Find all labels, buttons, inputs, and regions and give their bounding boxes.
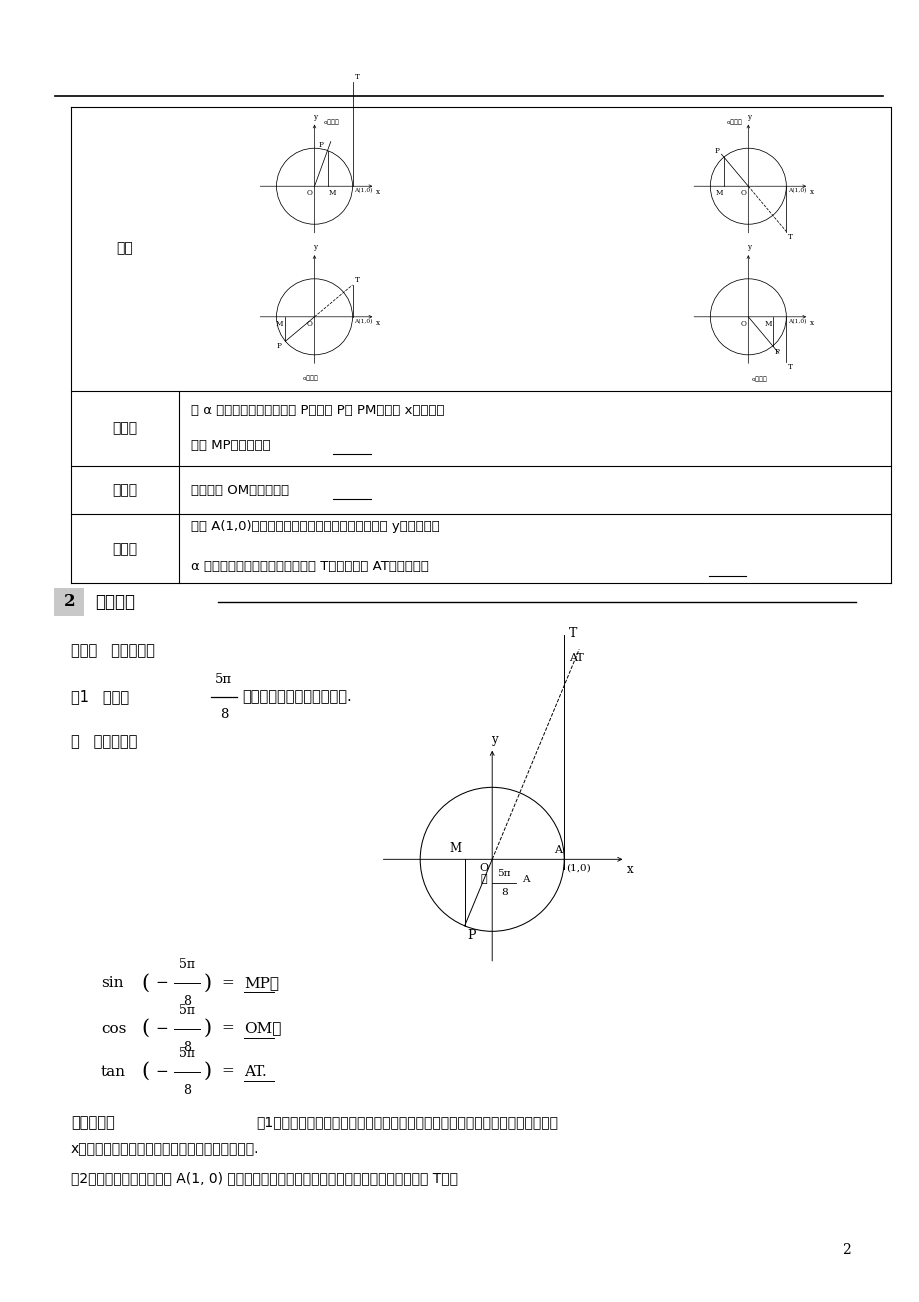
Text: P: P — [714, 147, 720, 155]
Text: A(1,0): A(1,0) — [354, 189, 372, 194]
Text: 余弦线: 余弦线 — [112, 483, 138, 497]
Text: α 的终边或其反向延长线相交于点 T，有向线段 AT即为正切线: α 的终边或其反向延长线相交于点 T，有向线段 AT即为正切线 — [191, 560, 429, 573]
Text: A(1,0): A(1,0) — [788, 189, 806, 194]
Text: T: T — [569, 628, 577, 641]
Text: (: ( — [142, 1062, 150, 1081]
Text: M: M — [449, 842, 461, 855]
Text: 2: 2 — [63, 592, 75, 611]
Text: 例1   作出－: 例1 作出－ — [71, 689, 129, 704]
Text: α的终边: α的终边 — [751, 376, 766, 383]
Text: =: = — [221, 976, 234, 990]
Text: 8: 8 — [183, 1040, 190, 1053]
Text: AT: AT — [569, 654, 584, 664]
Text: 5π: 5π — [215, 673, 233, 686]
Text: ): ) — [204, 1062, 211, 1081]
Text: T: T — [788, 363, 792, 371]
Text: y: y — [313, 243, 317, 251]
Text: 5π: 5π — [497, 870, 510, 879]
Text: 8: 8 — [500, 888, 507, 897]
Text: AT.: AT. — [244, 1065, 267, 1078]
Text: P: P — [277, 342, 281, 350]
Text: T: T — [354, 276, 359, 284]
Text: 过点 A(1,0)作单位圆的切线，这条切线必然平行于 y轴，设它与: 过点 A(1,0)作单位圆的切线，这条切线必然平行于 y轴，设它与 — [191, 521, 439, 534]
Text: T: T — [354, 73, 359, 81]
Text: tan: tan — [101, 1065, 126, 1078]
Text: －: － — [481, 875, 487, 884]
Text: sin: sin — [101, 976, 123, 990]
Text: 8: 8 — [183, 1083, 190, 1096]
Text: 反思与感悟: 反思与感悟 — [71, 1115, 115, 1130]
Text: x: x — [809, 319, 813, 327]
Text: 题型探究: 题型探究 — [95, 592, 135, 611]
Text: 5π: 5π — [178, 1047, 195, 1060]
Text: （1）作正弦线、余弦线时，首先找到角的终边与单位圆的交点，然后过此交点作: （1）作正弦线、余弦线时，首先找到角的终边与单位圆的交点，然后过此交点作 — [255, 1116, 557, 1129]
Text: x: x — [809, 189, 813, 197]
Text: A: A — [522, 875, 529, 884]
Text: M: M — [276, 320, 283, 328]
Text: ): ) — [204, 974, 211, 992]
Text: P: P — [318, 141, 323, 148]
Text: x轴的垂线，得到垂足，从而得到正弦线和余弦线.: x轴的垂线，得到垂足，从而得到正弦线和余弦线. — [71, 1143, 259, 1156]
Text: y: y — [746, 113, 751, 121]
FancyBboxPatch shape — [54, 587, 85, 616]
Text: O: O — [740, 189, 745, 197]
Text: 解   如图所示，: 解 如图所示， — [71, 734, 137, 750]
Text: (: ( — [142, 974, 150, 992]
Text: x: x — [626, 863, 633, 876]
Text: M: M — [764, 320, 771, 328]
Text: x: x — [376, 319, 380, 327]
Text: 图示: 图示 — [117, 242, 133, 255]
Text: y: y — [313, 113, 317, 121]
Text: −: − — [155, 1022, 168, 1035]
Text: A(1,0): A(1,0) — [788, 319, 806, 324]
Text: (1,0): (1,0) — [565, 863, 590, 872]
Text: 正弦线: 正弦线 — [112, 422, 138, 435]
Text: M: M — [715, 189, 722, 197]
Text: (: ( — [142, 1019, 150, 1038]
Text: y: y — [746, 243, 751, 251]
Text: P: P — [467, 928, 476, 941]
Text: O: O — [740, 320, 745, 328]
Text: −: − — [155, 976, 168, 990]
Text: OM，: OM， — [244, 1022, 281, 1035]
Text: O: O — [479, 863, 488, 874]
Text: 正切线: 正切线 — [112, 542, 138, 556]
Text: 类型一   三角函数线: 类型一 三角函数线 — [71, 643, 154, 659]
Text: M: M — [328, 189, 335, 197]
Text: 角 α 的终边与单位圆交于点 P，过点 P作 PM垂直于 x轴，有向: 角 α 的终边与单位圆交于点 P，过点 P作 PM垂直于 x轴，有向 — [191, 404, 445, 417]
Text: cos: cos — [101, 1022, 126, 1035]
Text: −: − — [155, 1065, 168, 1078]
Text: O: O — [306, 189, 312, 197]
Text: α的终边: α的终边 — [302, 376, 318, 381]
Text: x: x — [376, 189, 380, 197]
Text: P: P — [774, 348, 778, 355]
Text: 5π: 5π — [178, 1004, 195, 1017]
Text: =: = — [221, 1065, 234, 1078]
Text: 有向线段 OM即为余弦线: 有向线段 OM即为余弦线 — [191, 484, 289, 496]
Text: T: T — [788, 233, 792, 241]
Text: A(1,0): A(1,0) — [354, 319, 372, 324]
Text: 的正弦线、余弦线和正切线.: 的正弦线、余弦线和正切线. — [242, 689, 351, 704]
Text: 8: 8 — [220, 707, 228, 720]
Text: =: = — [221, 1022, 234, 1035]
Text: α的终边: α的终边 — [323, 118, 339, 125]
Text: O: O — [306, 320, 312, 328]
Text: （2）作正切线时，应从点 A(1, 0) 引单位圆的切线交角的终边或终边的反向延长线于一点 T，即: （2）作正切线时，应从点 A(1, 0) 引单位圆的切线交角的终边或终边的反向延… — [71, 1172, 458, 1185]
Text: 2: 2 — [841, 1243, 850, 1256]
Text: MP，: MP， — [244, 976, 278, 990]
Text: α的终边: α的终边 — [726, 118, 743, 125]
Text: 8: 8 — [183, 995, 190, 1008]
Text: ): ) — [204, 1019, 211, 1038]
Text: 线段 MP即为正弦线: 线段 MP即为正弦线 — [191, 439, 271, 452]
Text: y: y — [491, 733, 497, 746]
Text: 5π: 5π — [178, 958, 195, 971]
Text: A: A — [553, 845, 562, 855]
